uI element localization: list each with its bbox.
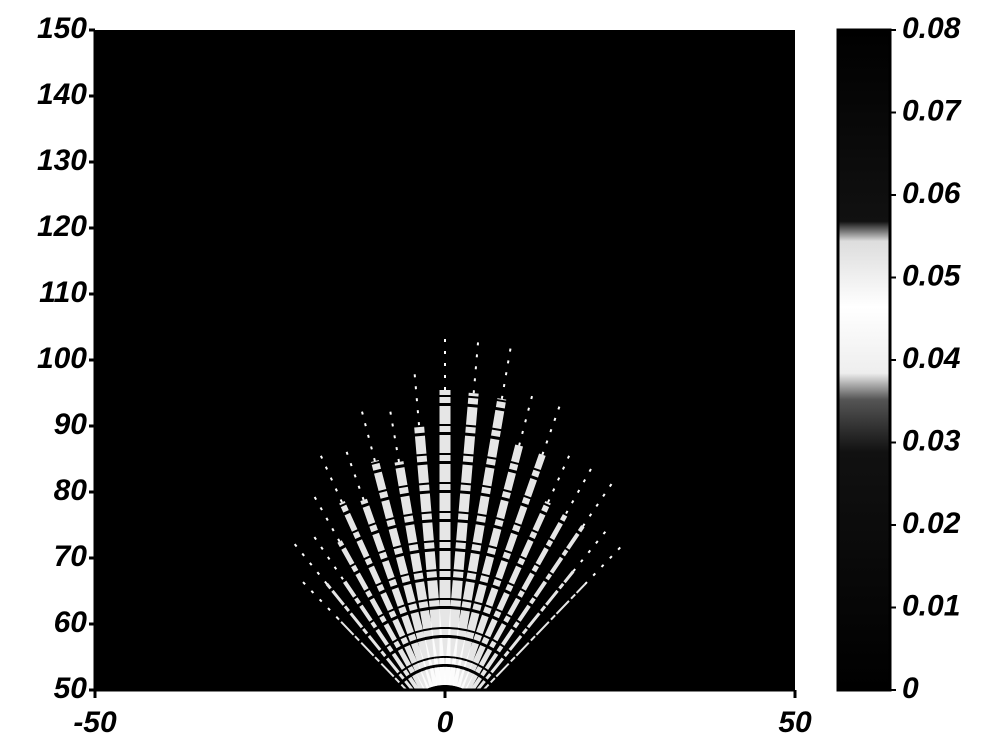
y-tick-label: 70 <box>54 540 88 573</box>
y-tick-label: 100 <box>37 342 87 375</box>
chart: -50 0 50 50 60 70 80 90 100 110 120 130 140 150 0 0.01 0… <box>0 0 984 753</box>
y-tick-label: 90 <box>54 408 88 441</box>
x-tick-label: 50 <box>778 706 812 739</box>
colorbar-tick-label: 0.03 <box>902 424 961 457</box>
y-tick-label: 60 <box>54 606 88 639</box>
x-tick-label: -50 <box>73 706 117 739</box>
colorbar-tick-label: 0.02 <box>902 507 961 540</box>
y-tick-label: 120 <box>37 210 87 243</box>
y-tick-label: 140 <box>37 78 87 111</box>
x-tick-label: 0 <box>437 706 454 739</box>
colorbar-tick-label: 0.06 <box>902 177 961 210</box>
colorbar <box>838 30 890 690</box>
y-tick-label: 50 <box>54 672 88 705</box>
y-tick-label: 130 <box>37 144 87 177</box>
colorbar-tick-label: 0.08 <box>902 12 961 45</box>
colorbar-tick-label: 0.01 <box>902 589 960 622</box>
colorbar-tick-label: 0.05 <box>902 259 962 292</box>
colorbar-tick-label: 0.07 <box>902 94 962 127</box>
colorbar-tick-label: 0 <box>902 672 919 705</box>
colorbar-tick-label: 0.04 <box>902 342 961 375</box>
y-tick-label: 150 <box>37 12 87 45</box>
y-tick-label: 80 <box>54 474 88 507</box>
y-tick-label: 110 <box>39 276 87 309</box>
